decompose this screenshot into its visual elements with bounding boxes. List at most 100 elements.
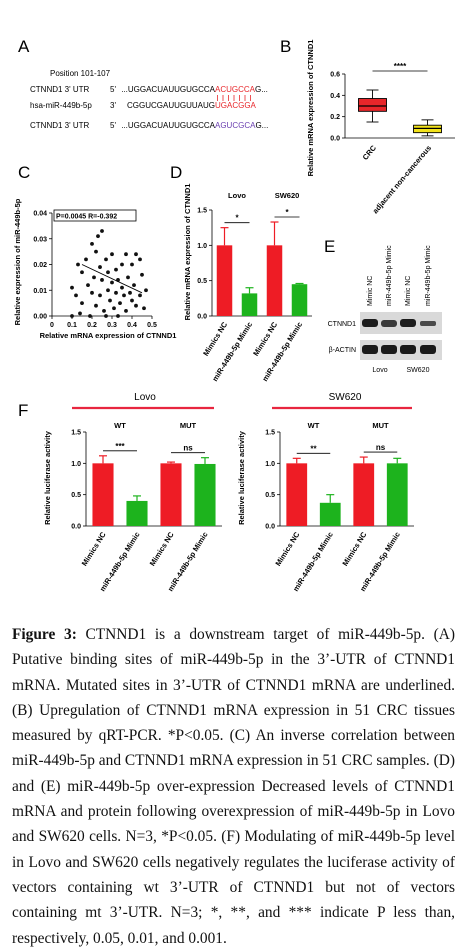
scatter-point [134, 252, 138, 257]
y-tick-label: 0.0 [265, 524, 275, 531]
y-tick-label: 0.04 [33, 211, 47, 218]
scatter-point [138, 293, 142, 298]
scatter-point [128, 290, 132, 295]
scatter-point [114, 290, 118, 295]
scatter-point [110, 252, 114, 257]
y-tick-label: 0.01 [33, 288, 47, 295]
group-label: Lovo [228, 191, 246, 200]
scatter-point [94, 303, 98, 308]
lane-label: Mimic NC [405, 276, 412, 306]
y-tick-label: 1.5 [71, 430, 81, 437]
group-label: MUT [180, 421, 197, 430]
bar [160, 463, 182, 526]
scatter-point [138, 257, 142, 262]
panel-label: D [170, 163, 182, 182]
x-tick-label: Mimics NC [201, 320, 229, 358]
significance-label: * [285, 208, 289, 217]
tail: G... [255, 121, 268, 130]
y-tick-label: 1.0 [71, 461, 81, 468]
y-tick-label: 0.0 [71, 524, 81, 531]
x-tick-label: Mimics NC [148, 530, 176, 568]
annotation: P=0.0045 R=-0.392 [56, 214, 117, 221]
y-tick-label: 0.2 [330, 114, 340, 121]
scatter-point [84, 257, 88, 262]
scatter-point [116, 314, 120, 318]
panel-label: E [324, 237, 335, 256]
box [358, 98, 387, 112]
band [381, 345, 397, 354]
bar [92, 463, 114, 526]
band [420, 321, 436, 326]
scatter-point [110, 280, 114, 285]
y-tick-label: 0.5 [197, 278, 207, 285]
caption-text: CTNND1 is a downstream target of miR-449… [12, 626, 456, 947]
bar [266, 245, 283, 316]
y-tick-label: 0.0 [197, 314, 207, 321]
sequence-row: CTNND1 3' UTR 5' ...UGGACUAUUGUGCCA ACUG… [30, 85, 268, 94]
sequence-row: hsa-miR-449b-5p 3' CGGUCGAUUGUUAUG UGACG… [30, 101, 257, 110]
y-tick-label: 0.00 [33, 314, 47, 321]
scatter-point [120, 262, 124, 267]
scatter-point [122, 293, 126, 298]
scatter-point [90, 290, 94, 295]
scatter-point [78, 311, 82, 316]
row-name: CTNND1 3' UTR [30, 85, 90, 94]
x-tick-label: 0.1 [67, 322, 77, 329]
scatter-point [94, 249, 98, 254]
y-tick-label: 0.03 [33, 236, 47, 243]
row-name: hsa-miR-449b-5p [30, 101, 92, 110]
page: { "panels": { "a": { "label": "A", "posi… [12, 37, 456, 947]
scatter-point [144, 288, 148, 293]
scatter-point [106, 288, 110, 293]
chart-title: SW620 [329, 392, 362, 403]
bar [319, 502, 341, 526]
scatter-point [140, 272, 144, 277]
significance-label: * [235, 214, 239, 223]
panel-label: A [18, 37, 30, 56]
panel-label: F [18, 401, 28, 420]
position-label: Position 101-107 [50, 69, 111, 78]
scatter-point [102, 308, 106, 313]
bar [291, 284, 308, 316]
scatter-point [114, 267, 118, 272]
y-axis-label: Relative expression of miR-449b-5p [13, 198, 22, 325]
lane-label: Mimic NC [367, 276, 374, 306]
site: ACUGCCA [215, 85, 256, 94]
y-axis-label: Relative mRNA expression of CTNND1 [183, 184, 192, 321]
sequence: ...UGGACUAUUGUGCCA [121, 121, 215, 130]
band [400, 345, 416, 354]
y-axis-label: Relative luciferase activity [237, 430, 246, 525]
protein-label: β-ACTIN [329, 347, 356, 354]
group-label: Lovo [372, 367, 387, 374]
sequence-site: ACUGCCAG... [215, 85, 268, 94]
scatter-point [80, 270, 84, 275]
x-tick-label: 0.4 [127, 322, 137, 329]
chart-title: Lovo [134, 392, 156, 403]
significance-label: ns [183, 444, 193, 453]
scatter-point [130, 262, 134, 267]
scatter-point [124, 308, 128, 313]
scatter-point [142, 306, 146, 311]
annotation-box [53, 209, 137, 222]
y-tick-label: 0.0 [330, 136, 340, 143]
scatter-point [104, 257, 108, 262]
scatter-point [70, 314, 74, 318]
sequence: ...UGGACUAUUGUGCCA [121, 85, 215, 94]
band [362, 345, 378, 354]
lane-label: miR-449b-5p Mimic [386, 245, 393, 306]
scatter-point [86, 283, 90, 287]
y-tick-label: 1.0 [265, 461, 275, 468]
scatter-point [96, 234, 100, 239]
scatter-point [98, 265, 102, 269]
tail: G... [255, 85, 268, 94]
x-tick-label: adjacent non-cancerous [371, 144, 433, 216]
scatter-point [74, 293, 78, 298]
scatter-point [112, 306, 116, 311]
sequence: CGGUCGAUUGUUAUG [127, 101, 215, 110]
x-axis-label: Relative mRNA expression of CTNND1 [40, 331, 177, 340]
x-tick-label: Mimics NC [273, 530, 301, 568]
band [362, 319, 378, 327]
x-tick-label: Mimics NC [80, 530, 108, 568]
y-axis-label: Relative mRNA expression of CTNND1 [306, 40, 315, 177]
figure-caption: Figure 3: CTNND1 is a downstream target … [12, 622, 455, 951]
